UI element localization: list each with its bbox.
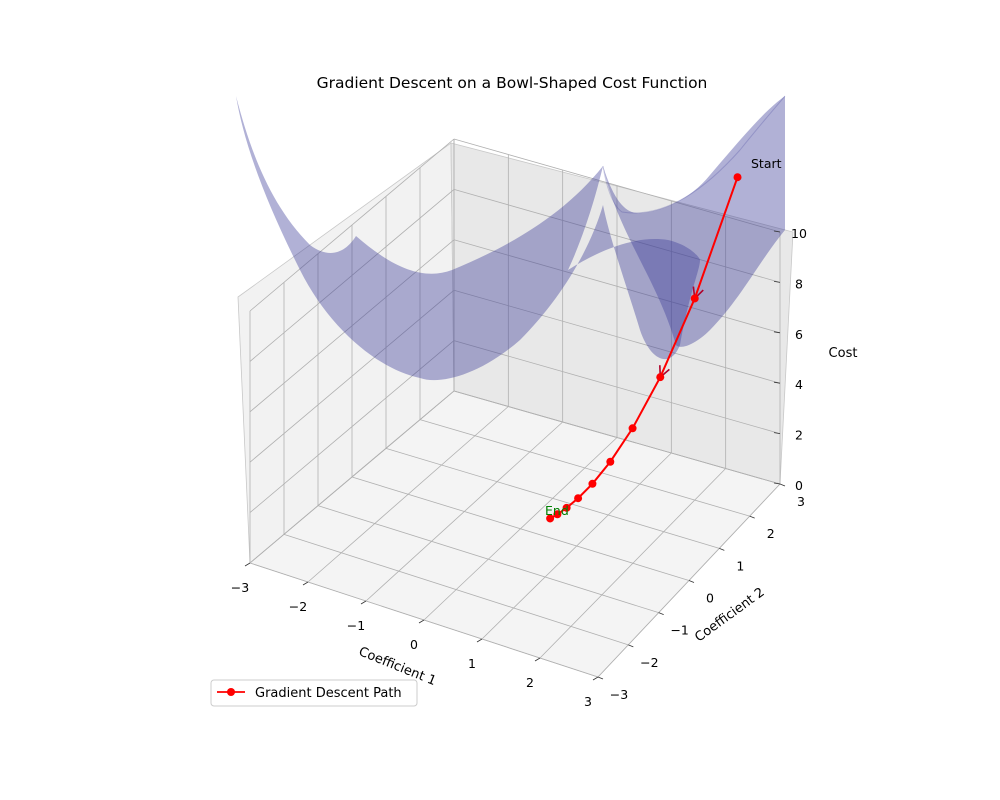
grid-lines (249, 138, 781, 678)
y-tick-label: 2 (767, 526, 775, 541)
descent-point (690, 294, 699, 303)
x-tick-label: 0 (410, 637, 418, 652)
z-tick-label: 10 (791, 226, 807, 241)
y-tick (719, 547, 725, 551)
z-axis-label: Cost (829, 346, 858, 361)
x-axis: −3 −2 −1 0 1 2 3 (231, 562, 599, 709)
z-tick-label: 8 (795, 276, 803, 291)
z-tick (773, 432, 781, 434)
descent-point (656, 373, 665, 382)
floor-grid-y (419, 419, 750, 517)
descent-point (553, 510, 562, 519)
z-tick (773, 281, 781, 283)
descent-point (588, 479, 597, 488)
y-tick-label: 1 (736, 558, 744, 573)
end-annotation: End (545, 503, 569, 518)
x-tick (592, 676, 599, 681)
z-tick (773, 331, 781, 334)
z-tick-label: 4 (795, 377, 803, 392)
z-tick (773, 482, 781, 485)
cost-surface (236, 96, 700, 381)
y-tick (688, 580, 695, 583)
y-tick-label: 0 (706, 591, 714, 606)
z-axis: 0 2 4 6 8 10 (773, 226, 807, 493)
descent-point (562, 503, 571, 512)
x-tick (360, 600, 367, 605)
y-axis: −3 −2 −1 0 1 2 3 (597, 483, 805, 702)
descent-point (546, 514, 555, 523)
descent-point (606, 457, 615, 466)
left-pane-grid (249, 289, 455, 463)
x-tick-label: 3 (584, 694, 592, 709)
x-tick-label: 1 (468, 656, 476, 671)
chart-title: Gradient Descent on a Bowl-Shaped Cost F… (317, 74, 708, 92)
legend-marker (227, 688, 235, 696)
y-tick (597, 676, 604, 680)
x-tick (418, 619, 425, 624)
legend-label: Gradient Descent Path (255, 686, 402, 701)
legend-box (210, 679, 418, 707)
legend: Gradient Descent Path (210, 679, 418, 707)
z-tick-label: 6 (795, 327, 803, 342)
y-tick (749, 515, 755, 519)
left-pane-grid (249, 138, 455, 312)
start-annotation: Start (751, 156, 782, 171)
y-axis-label: Coefficient 2 (692, 585, 767, 645)
y-tick (779, 483, 786, 487)
x-tick (476, 638, 483, 643)
x-tick-label: 2 (526, 675, 534, 690)
x-tick-label: −3 (231, 580, 249, 595)
cost-surface-top-edge (602, 95, 786, 214)
x-tick-label: −1 (347, 618, 365, 633)
z-tick (773, 230, 781, 233)
descent-point (628, 424, 637, 433)
left-pane-grid (249, 239, 455, 413)
descent-point (574, 494, 583, 503)
x-tick (302, 581, 309, 586)
left-pane-grid (249, 340, 455, 513)
y-tick-label: −2 (640, 655, 658, 670)
z-tick-label: 2 (795, 428, 803, 443)
descent-point (733, 173, 742, 182)
x-tick (534, 657, 541, 662)
y-tick-label: 3 (797, 494, 805, 509)
cost-surface-right-lobe (603, 96, 785, 347)
z-tick (773, 381, 781, 384)
z-tick-label: 0 (795, 478, 803, 493)
y-tick-label: −1 (670, 623, 688, 638)
descent-path-line (549, 176, 739, 520)
left-pane-grid (249, 390, 455, 564)
x-tick (244, 562, 251, 567)
x-tick-label: −2 (289, 599, 307, 614)
descent-path (546, 173, 742, 523)
y-tick-label: −3 (610, 687, 628, 702)
left-pane-grid (249, 189, 455, 362)
y-tick (658, 612, 664, 616)
y-tick (628, 644, 634, 648)
